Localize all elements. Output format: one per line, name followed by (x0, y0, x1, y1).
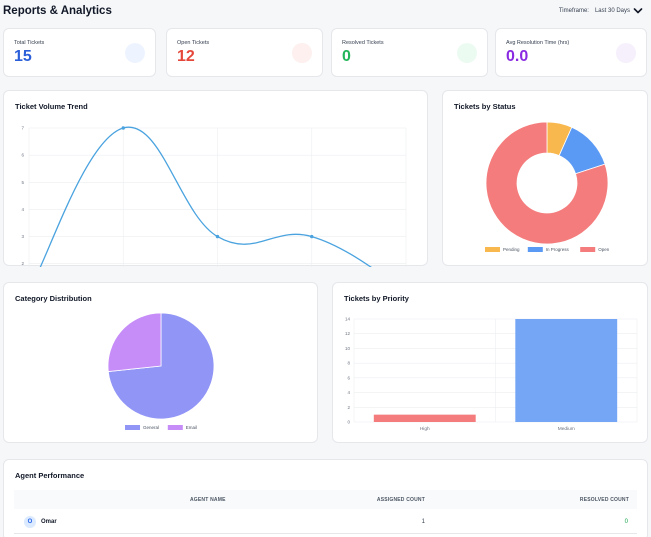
tickets-status-panel: Tickets by Status Pending In Progress Open (442, 90, 648, 266)
y-tick-label: 12 (345, 331, 351, 336)
pie-slice (485, 121, 609, 245)
agent-table-header: AGENT NAME ASSIGNED COUNT RESOLVED COUNT (14, 490, 637, 509)
category-distribution-chart: General Email (107, 312, 215, 430)
bar (373, 414, 476, 422)
stat-value: 15 (14, 48, 32, 65)
legend-swatch (580, 247, 596, 252)
stat-label: Total Tickets (14, 40, 45, 46)
stat-card-open: Open Tickets 12 (166, 28, 323, 77)
pie-slice (107, 312, 162, 372)
bar (515, 319, 618, 422)
assigned-count: 1 (421, 519, 425, 525)
stat-card-avg-resolution: Avg Resolution Time (hrs) 0.0 (495, 28, 647, 77)
y-tick-label: 10 (345, 346, 351, 351)
x-tick-label: High (420, 426, 430, 432)
chevron-down-icon[interactable] (633, 6, 643, 16)
series-line (39, 126, 373, 267)
legend-label: Email (186, 425, 197, 430)
timeframe-selector[interactable]: Timeframe: Last 30 Days (559, 6, 643, 16)
y-tick-label: 7 (21, 126, 24, 131)
table-row[interactable]: O Omar 1 0 (14, 510, 637, 534)
y-tick-label: 5 (21, 180, 24, 185)
y-tick-label: 4 (21, 207, 24, 212)
panel-title: Ticket Volume Trend (15, 102, 88, 111)
stat-value: 12 (177, 48, 195, 65)
y-tick-label: 14 (345, 317, 351, 322)
y-tick-label: 6 (21, 153, 24, 158)
panel-title: Tickets by Status (454, 102, 516, 111)
agent-name: Omar (41, 519, 57, 525)
data-point (215, 234, 220, 239)
y-tick-label: 6 (347, 375, 350, 380)
stat-card-total: Total Tickets 15 (3, 28, 156, 77)
y-tick-label: 0 (347, 420, 350, 425)
panel-title: Tickets by Priority (344, 294, 409, 303)
timeframe-value: Last 30 Days (594, 8, 630, 14)
legend-label: Pending (503, 247, 520, 252)
stat-value: 0.0 (506, 48, 529, 65)
timeframe-label: Timeframe: (558, 8, 589, 14)
legend-label: General (143, 425, 159, 430)
y-tick-label: 4 (347, 390, 350, 395)
stat-icon-circle (457, 43, 477, 63)
y-tick-label: 2 (21, 261, 24, 266)
tickets-status-chart: Pending In Progress Open (485, 121, 610, 252)
legend-swatch (527, 247, 543, 252)
y-tick-label: 2 (347, 405, 350, 410)
stat-icon-circle (616, 43, 636, 63)
tickets-priority-panel: Tickets by Priority 0 2 4 6 8 10 12 14 High Mediu… (332, 282, 648, 443)
avatar: O (24, 516, 36, 528)
stat-value: 0 (342, 48, 351, 65)
stat-label: Resolved Tickets (342, 40, 384, 46)
panel-title: Agent Performance (15, 471, 85, 480)
page-header: Reports & Analytics Timeframe: Last 30 D… (0, 0, 651, 26)
category-distribution-panel: Category Distribution General Email (3, 282, 318, 443)
stat-label: Avg Resolution Time (hrs) (506, 40, 570, 46)
legend-swatch (167, 425, 183, 430)
column-header-assigned-count: ASSIGNED COUNT (376, 497, 425, 503)
stat-icon-circle (125, 43, 145, 63)
data-point (121, 126, 125, 130)
resolved-count: 0 (624, 519, 628, 525)
y-tick-label: 8 (347, 361, 350, 366)
panel-title: Category Distribution (15, 294, 92, 303)
column-header-resolved-count: RESOLVED COUNT (579, 497, 629, 503)
x-tick-label: Medium (558, 426, 575, 432)
legend-swatch (485, 247, 500, 252)
stat-icon-circle (292, 43, 312, 63)
legend-swatch (125, 425, 140, 430)
ticket-volume-chart: 012345672026-05-142026-06-042026-06-0620… (21, 126, 407, 267)
page-title: Reports & Analytics (3, 5, 112, 17)
tickets-priority-chart: 0 2 4 6 8 10 12 14 High Medium (345, 317, 638, 432)
legend-label: In Progress (546, 247, 570, 252)
data-point (310, 234, 314, 239)
legend-label: Open (598, 247, 610, 252)
stat-label: Open Tickets (177, 40, 210, 46)
y-tick-label: 3 (21, 234, 24, 239)
column-header-agent-name: AGENT NAME (190, 497, 226, 503)
ticket-volume-panel: Ticket Volume Trend 012345672026-05-1420… (3, 90, 428, 267)
stat-card-resolved: Resolved Tickets 0 (331, 28, 488, 77)
